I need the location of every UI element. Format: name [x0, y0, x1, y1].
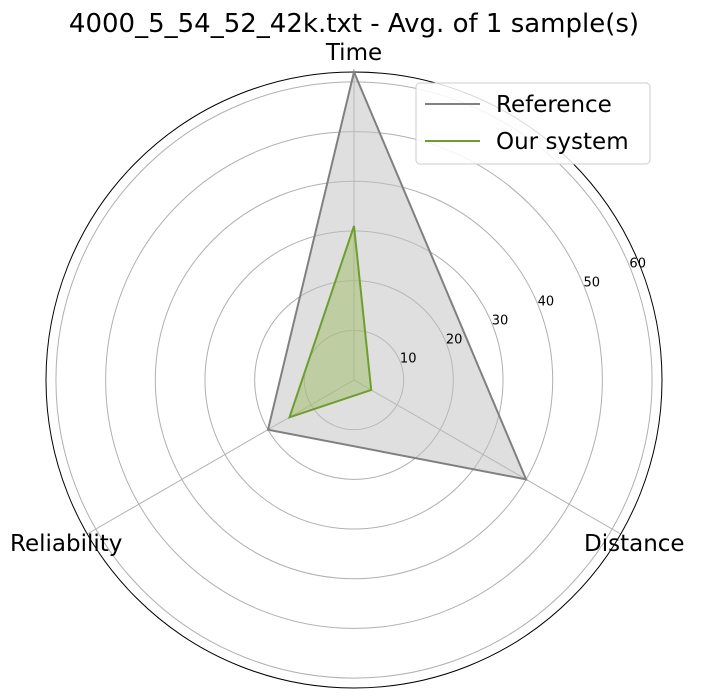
radial-tick-labels: 10 20 30 40 50 60: [400, 257, 646, 367]
tick-label-60: 60: [629, 257, 646, 272]
axis-label-reliability: Reliability: [10, 531, 122, 557]
series-line-reference: [266, 68, 528, 481]
series-line-our-system: [287, 225, 373, 419]
tick-label-30: 30: [492, 314, 509, 329]
tick-label-20: 20: [446, 333, 463, 348]
tick-label-50: 50: [584, 276, 601, 291]
series-fill-our-system: [289, 226, 372, 418]
legend-label-our-system: Our system: [496, 129, 629, 155]
legend: Reference Our system: [415, 82, 651, 165]
chart-title: 4000_5_54_52_42k.txt - Avg. of 1 sample(…: [69, 9, 639, 39]
legend-label-reference: Reference: [496, 92, 612, 118]
series-layer: [266, 68, 528, 481]
axis-label-distance: Distance: [584, 531, 685, 557]
axis-label-time: Time: [325, 40, 382, 66]
tick-label-40: 40: [538, 295, 555, 310]
tick-label-10: 10: [400, 352, 417, 367]
